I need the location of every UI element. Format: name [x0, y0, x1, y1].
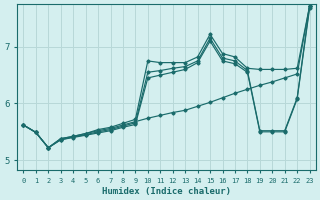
X-axis label: Humidex (Indice chaleur): Humidex (Indice chaleur) [102, 187, 231, 196]
